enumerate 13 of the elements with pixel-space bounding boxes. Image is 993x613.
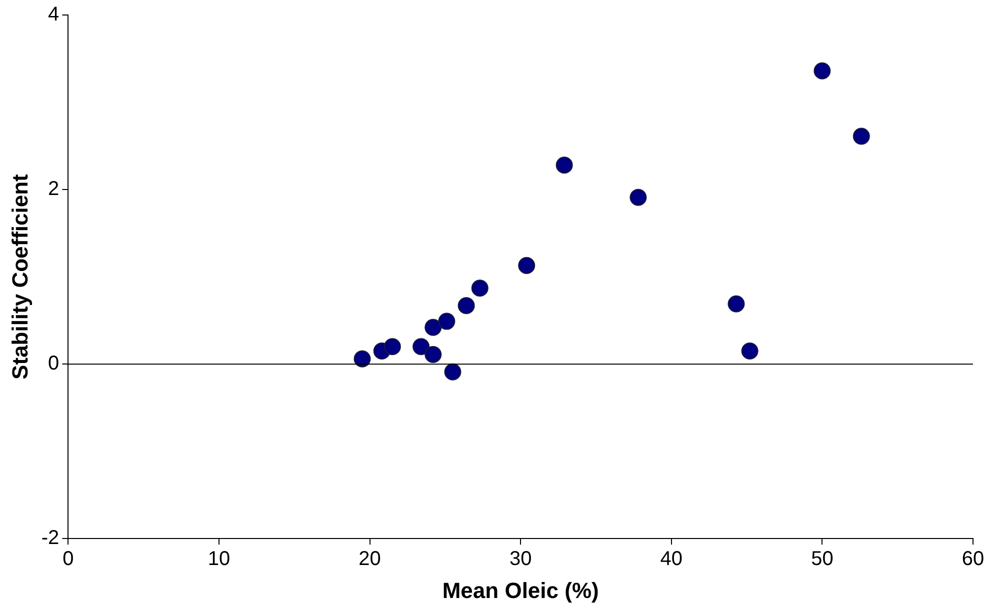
x-tick-label: 0: [62, 548, 74, 570]
y-tick-label: 2: [48, 178, 60, 200]
y-tick-label: -2: [41, 527, 60, 550]
y-tick-label: 4: [48, 4, 60, 26]
y-tick-label: 0: [48, 352, 60, 375]
x-tick-label: 10: [208, 548, 230, 570]
x-axis-title: Mean Oleic (%): [442, 578, 599, 603]
x-tick-label: 30: [509, 548, 532, 570]
x-tick-label: 40: [660, 548, 683, 570]
y-axis-title: Stability Coefficient: [7, 173, 32, 380]
x-tick-label: 20: [358, 548, 381, 570]
x-tick-label: 50: [811, 548, 834, 570]
x-tick-label: 60: [962, 548, 984, 570]
